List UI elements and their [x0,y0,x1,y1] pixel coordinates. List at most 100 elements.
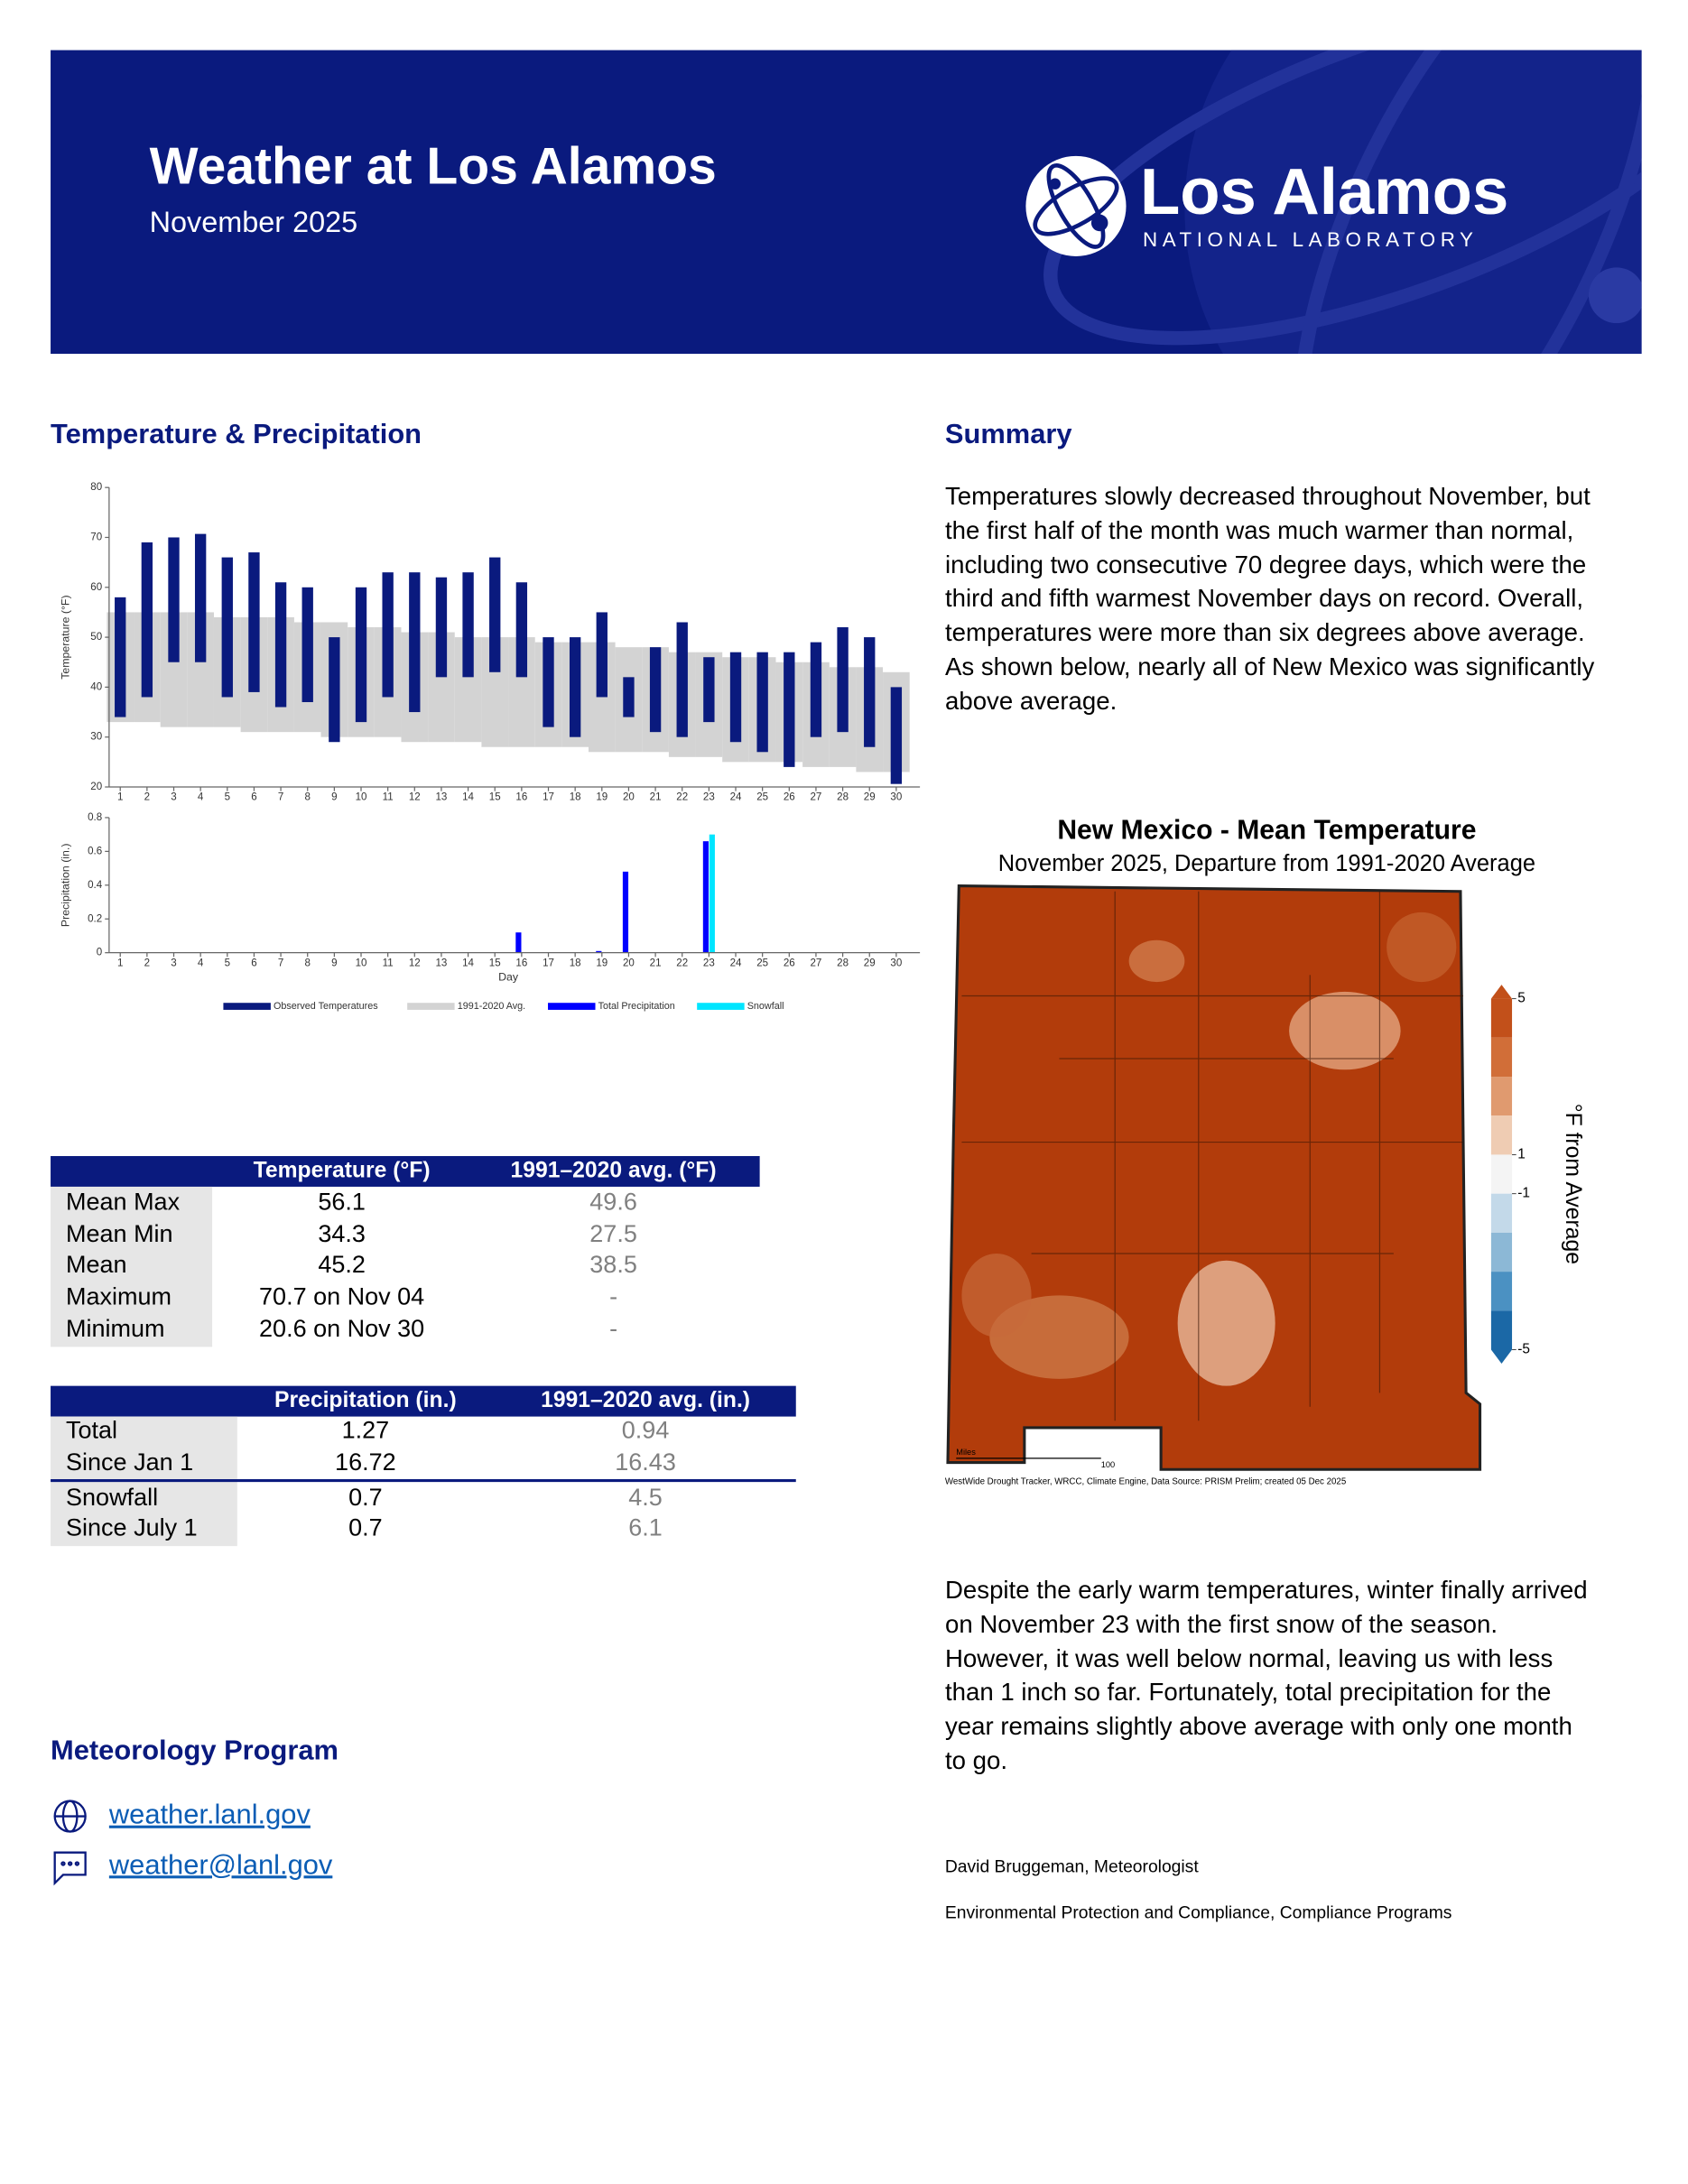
bar [702,841,709,953]
y-axis-label: Temperature (°F) [59,595,71,679]
colorbar-tick-label: -1 [1517,1186,1530,1201]
colorbar-segment [1490,1115,1513,1155]
cell-average: - [609,1315,617,1342]
colorbar-segment [1490,1037,1513,1078]
column-header: 1991–2020 avg. (°F) [511,1158,717,1182]
x-tick-label: 16 [515,792,527,803]
column-header: 1991–2020 avg. (in.) [541,1388,750,1412]
observed-range-bar [596,612,607,698]
x-tick-label: 2 [144,958,150,968]
x-tick-label: 28 [837,792,849,803]
x-tick-label: 7 [278,792,283,803]
column-header: Precipitation (in.) [274,1388,457,1412]
web-link[interactable]: weather.lanl.gov [108,1799,311,1830]
cell-value: 56.1 [318,1189,366,1216]
observed-range-bar [864,637,876,747]
legend-swatch [223,1003,271,1010]
x-tick-label: 1 [117,958,123,968]
x-tick-label: 22 [676,792,688,803]
bar [515,932,522,953]
x-tick-label: 12 [409,792,421,803]
observed-range-bar [194,533,207,662]
cell-value: 20.6 on Nov 30 [259,1315,424,1342]
y-tick-label: 0.6 [88,846,102,856]
colorbar-segment [1490,1077,1513,1116]
signature: Environmental Protection and Compliance,… [945,1904,1452,1923]
cell-value: 34.3 [318,1220,366,1247]
x-tick-label: 15 [489,792,501,803]
legend-label: Total Precipitation [598,1001,675,1012]
logo-name: Los Alamos [1140,155,1508,228]
x-tick-label: 28 [837,958,849,968]
cell-value: 70.7 on Nov 04 [259,1283,424,1310]
x-tick-label: 11 [383,792,394,803]
table-header [51,1155,760,1187]
y-tick-label: 0.4 [88,880,103,891]
cell-average: - [609,1283,617,1310]
x-tick-label: 25 [756,958,768,968]
x-tick-label: 23 [703,958,715,968]
colorbar-segment [1490,1310,1513,1350]
y-tick-label: 30 [90,732,102,743]
section-heading: Summary [945,418,1072,449]
email-link[interactable]: weather@lanl.gov [108,1848,333,1880]
observed-range-bar [435,577,448,678]
colorbar-tick-label: -5 [1517,1342,1530,1357]
row-label: Since Jan 1 [66,1448,193,1476]
x-tick-label: 22 [676,958,688,968]
cell-value: 45.2 [318,1251,366,1278]
row-label: Total [66,1417,117,1444]
x-tick-label: 29 [864,958,876,968]
x-tick-label: 14 [462,958,474,968]
x-tick-label: 11 [383,958,394,968]
x-tick-label: 23 [703,792,715,803]
x-tick-label: 2 [144,792,150,803]
cell-average: 6.1 [628,1514,663,1541]
x-tick-label: 4 [198,792,204,803]
column-header: Temperature (°F) [254,1158,431,1182]
bar [596,950,602,953]
y-tick-label: 20 [90,782,102,792]
row-label: Mean Min [66,1220,173,1247]
x-tick-label: 3 [171,792,176,803]
row-label: Minimum [66,1315,165,1342]
observed-range-bar [329,637,340,743]
x-tick-label: 9 [331,958,337,968]
x-tick-label: 17 [543,792,554,803]
x-tick-label: 9 [331,792,337,803]
observed-range-bar [168,537,180,662]
observed-range-bar [676,622,688,737]
legend-label: 1991-2020 Avg. [458,1001,525,1012]
observed-range-bar [248,552,260,692]
x-axis-label: Day [498,971,519,984]
row-label: Mean Max [66,1189,181,1216]
x-tick-label: 13 [436,792,448,803]
x-tick-label: 30 [890,792,902,803]
map-title: New Mexico - Mean Temperature [1057,815,1476,845]
y-tick-label: 50 [90,632,102,643]
observed-range-bar [623,677,635,717]
x-tick-label: 26 [784,958,795,968]
x-tick-label: 16 [515,958,527,968]
legend-label: Observed Temperatures [274,1001,378,1012]
observed-range-bar [837,627,849,733]
colorbar-segment [1490,1272,1513,1311]
y-tick-label: 40 [90,681,102,692]
x-tick-label: 12 [409,958,421,968]
x-tick-label: 17 [543,958,554,968]
x-tick-label: 6 [251,792,256,803]
observed-range-bar [756,652,768,753]
y-tick-label: 60 [90,582,102,593]
observed-range-bar [382,572,394,698]
x-tick-label: 24 [730,792,742,803]
x-tick-label: 3 [171,958,176,968]
legend-label: Snowfall [747,1001,784,1012]
scale-unit: Miles [956,1448,976,1457]
x-tick-label: 26 [784,792,795,803]
observed-range-bar [355,587,367,723]
logo-icon [1025,155,1127,256]
x-tick-label: 19 [596,958,607,968]
observed-range-bar [515,582,528,678]
